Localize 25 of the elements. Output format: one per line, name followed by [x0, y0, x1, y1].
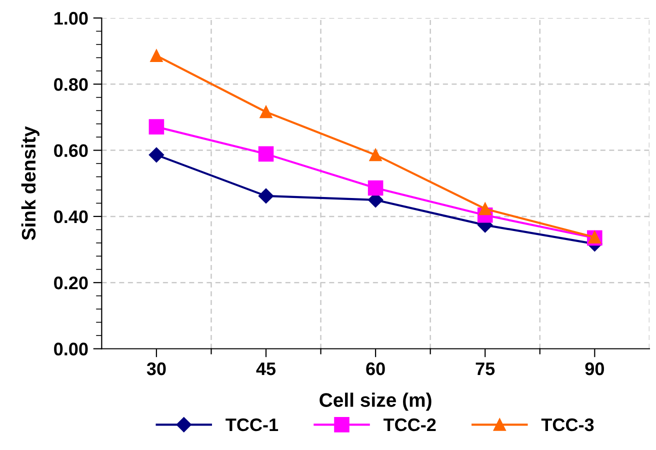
y-tick-label: 0.80: [54, 78, 88, 91]
legend-label: TCC-2: [383, 418, 436, 432]
point: [258, 188, 274, 204]
point: [148, 119, 164, 134]
point: [368, 180, 384, 196]
x-tick-label: 75: [476, 362, 495, 376]
y-tick-label: 0.20: [54, 276, 88, 290]
legend-label: TCC-1: [226, 418, 278, 432]
y-tick-label: 0.40: [54, 210, 88, 224]
point: [369, 148, 382, 162]
y-tick-label: 0.00: [54, 342, 88, 356]
x-tick-label: 30: [146, 362, 166, 376]
legend-label: TCC-3: [541, 418, 594, 432]
point: [148, 147, 164, 162]
x-axis-title: Cell size (m): [320, 392, 432, 411]
x-tick-label: 90: [585, 362, 604, 376]
x-tick-label: 60: [366, 362, 385, 376]
y-tick-label: 0.60: [54, 144, 88, 158]
y-axis-title: Sink density: [21, 126, 40, 240]
point: [258, 146, 274, 162]
point: [260, 106, 272, 118]
point: [150, 49, 163, 62]
point: [478, 202, 492, 216]
x-tick-label: 45: [256, 362, 276, 376]
y-tick-label: 1.00: [54, 12, 88, 25]
